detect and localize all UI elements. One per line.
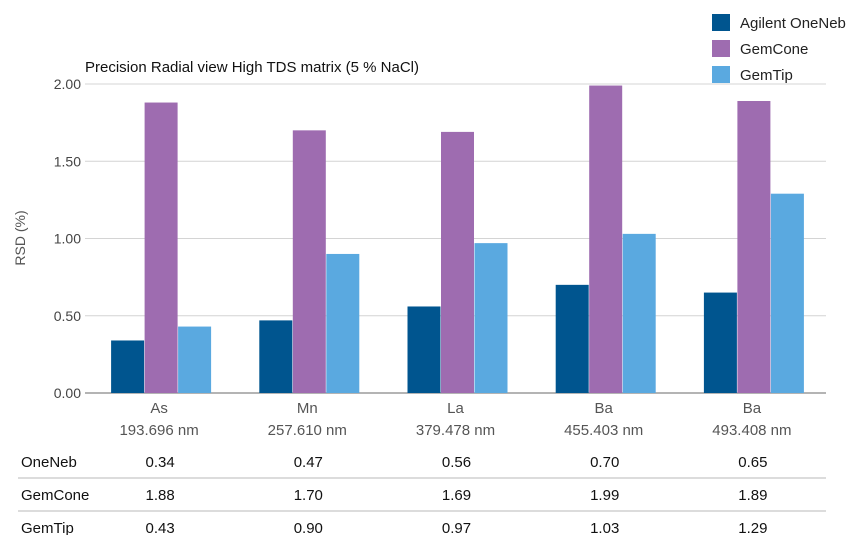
x-axis-labels: As 193.696 nm Mn 257.610 nm La 379.478 nm Ba 45… [119, 400, 791, 439]
table-cell: 1.89 [738, 487, 767, 504]
bar-agilent-oneneb [555, 284, 589, 393]
bar-gemtip [474, 243, 508, 393]
legend-swatch [712, 66, 730, 83]
bar-gemcone [292, 130, 326, 393]
bar-gemcone [737, 100, 771, 394]
category-wavelength-label: 493.408 nm [712, 422, 791, 439]
data-table: OneNeb 0.34 0.47 0.56 0.70 0.65 GemCone 1.88 1.7… [18, 454, 826, 535]
bar-gemtip [622, 233, 656, 393]
bar-agilent-oneneb [259, 320, 293, 393]
bar-gemcone [589, 85, 623, 394]
bar-gemcone [441, 131, 474, 393]
category-wavelength-label: 379.478 nm [416, 422, 495, 439]
legend-item: GemCone [712, 40, 808, 58]
table-cell: 1.70 [294, 487, 323, 504]
legend-swatch [712, 40, 730, 57]
table-cell: 0.34 [145, 454, 174, 471]
legend-item: GemTip [712, 66, 793, 84]
category-element-label: As [150, 400, 168, 417]
legend: Agilent OneNeb GemCone GemTip [712, 14, 846, 84]
table-cell: 1.69 [442, 487, 471, 504]
table-row-label: GemTip [21, 520, 74, 535]
bar-agilent-oneneb [407, 306, 441, 393]
y-tick-label: 1.50 [54, 153, 81, 169]
y-axis-title: RSD (%) [12, 210, 28, 265]
legend-label: Agilent OneNeb [740, 15, 846, 32]
bar-gemtip [770, 193, 804, 393]
table-cell: 0.70 [590, 454, 619, 471]
category-wavelength-label: 455.403 nm [564, 422, 643, 439]
table-row-label: OneNeb [21, 454, 77, 471]
bar-gemtip [178, 326, 212, 393]
table-cell: 0.47 [294, 454, 323, 471]
table-cell: 0.56 [442, 454, 471, 471]
table-cell: 1.99 [590, 487, 619, 504]
bar-gemtip [326, 253, 360, 393]
table-row-label: GemCone [21, 487, 89, 504]
category-wavelength-label: 257.610 nm [268, 422, 347, 439]
legend-item: Agilent OneNeb [712, 14, 846, 32]
y-tick-label: 1.00 [54, 231, 81, 247]
category-wavelength-label: 193.696 nm [119, 422, 198, 439]
category-element-label: Mn [297, 400, 318, 417]
legend-label: GemCone [740, 41, 808, 58]
legend-label: GemTip [740, 67, 793, 84]
bar-agilent-oneneb [703, 292, 737, 393]
chart-title: Precision Radial view High TDS matrix (5… [85, 59, 419, 76]
table-cell: 1.88 [145, 487, 174, 504]
table-cell: 0.43 [145, 520, 174, 535]
y-tick-label: 2.00 [54, 76, 81, 92]
table-cell: 0.65 [738, 454, 767, 471]
table-cell: 0.90 [294, 520, 323, 535]
legend-swatch [712, 14, 730, 31]
y-tick-label: 0.50 [54, 308, 81, 324]
y-tick-label: 0.00 [54, 385, 81, 401]
category-element-label: La [447, 400, 464, 417]
bar-gemcone [144, 102, 178, 393]
category-element-label: Ba [743, 400, 762, 417]
category-element-label: Ba [595, 400, 614, 417]
bar-series [111, 85, 804, 394]
table-cell: 0.97 [442, 520, 471, 535]
y-axis-ticks: 0.00 0.50 1.00 1.50 2.00 [54, 76, 81, 401]
bar-agilent-oneneb [111, 340, 145, 393]
table-cell: 1.29 [738, 520, 767, 535]
table-cell: 1.03 [590, 520, 619, 535]
